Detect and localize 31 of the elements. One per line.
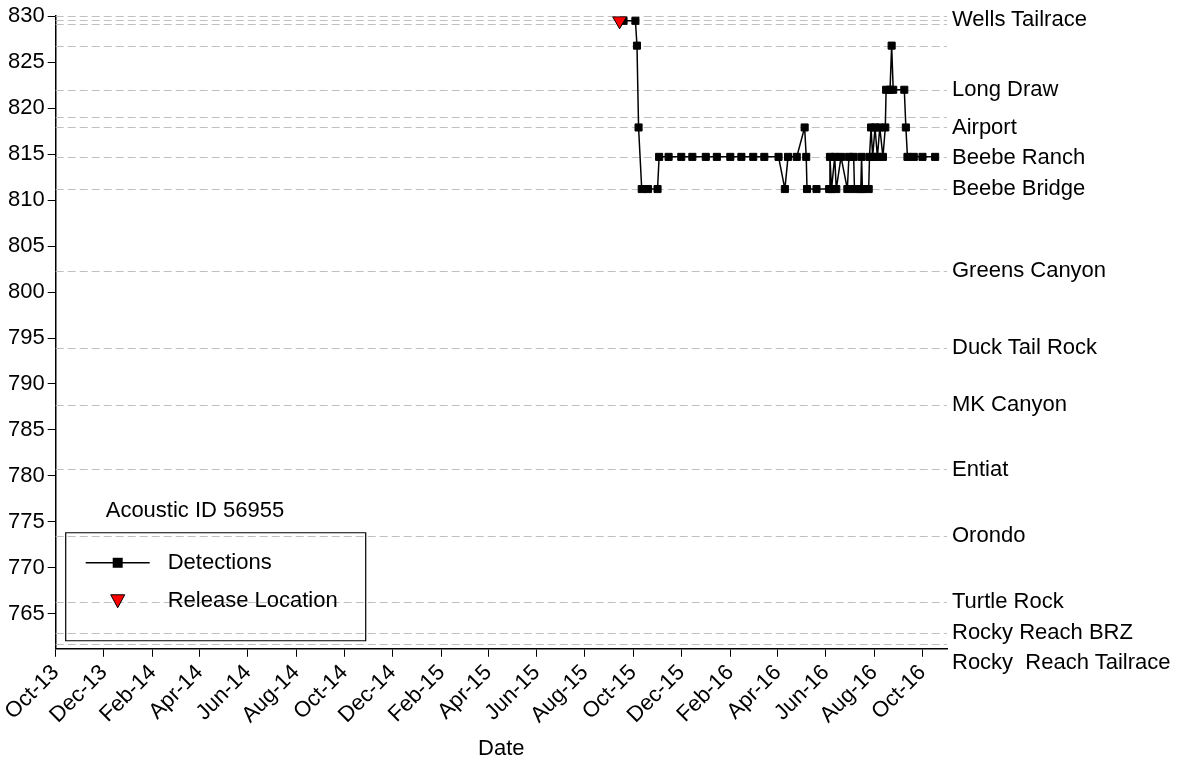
ref-line-label: Entiat	[952, 455, 1009, 481]
ref-line-label: Wells Tailrace	[952, 5, 1087, 31]
ref-line-label: Orondo	[952, 521, 1026, 547]
legend-label: Release Location	[167, 586, 338, 612]
ref-line-label: Rocky Reach Tailrace	[952, 649, 1171, 675]
y-tick-label: 830	[7, 2, 45, 28]
ref-line-label: Beebe Bridge	[952, 175, 1086, 201]
ref-line-label: Beebe Ranch	[952, 143, 1086, 169]
y-tick-label: 820	[7, 94, 45, 120]
y-tick-label: 800	[7, 278, 45, 304]
ref-line-label: MK Canyon	[952, 391, 1067, 417]
legend-label: Detections	[167, 548, 272, 574]
x-axis-title: Date	[478, 734, 525, 760]
ref-line-label: Turtle Rock	[952, 587, 1065, 613]
y-tick-label: 765	[7, 599, 45, 625]
y-tick-label: 815	[7, 140, 45, 166]
y-tick-label: 810	[7, 186, 45, 212]
y-tick-label: 780	[7, 461, 45, 487]
y-tick-label: 770	[7, 553, 45, 579]
ref-line-label: Airport	[952, 113, 1017, 139]
ref-line-label: Duck Tail Rock	[952, 334, 1099, 360]
y-tick-label: 775	[7, 507, 45, 533]
ref-line-label: Rocky Reach BRZ	[952, 619, 1133, 645]
y-tick-label: 785	[7, 416, 45, 442]
y-tick-label: 795	[7, 324, 45, 350]
ref-line-label: Long Draw	[952, 75, 1059, 101]
y-tick-label: 825	[7, 48, 45, 74]
y-tick-label: 805	[7, 232, 45, 258]
ref-line-label: Greens Canyon	[952, 256, 1107, 282]
legend-title: Acoustic ID 56955	[105, 496, 285, 522]
y-tick-label: 790	[7, 370, 45, 396]
